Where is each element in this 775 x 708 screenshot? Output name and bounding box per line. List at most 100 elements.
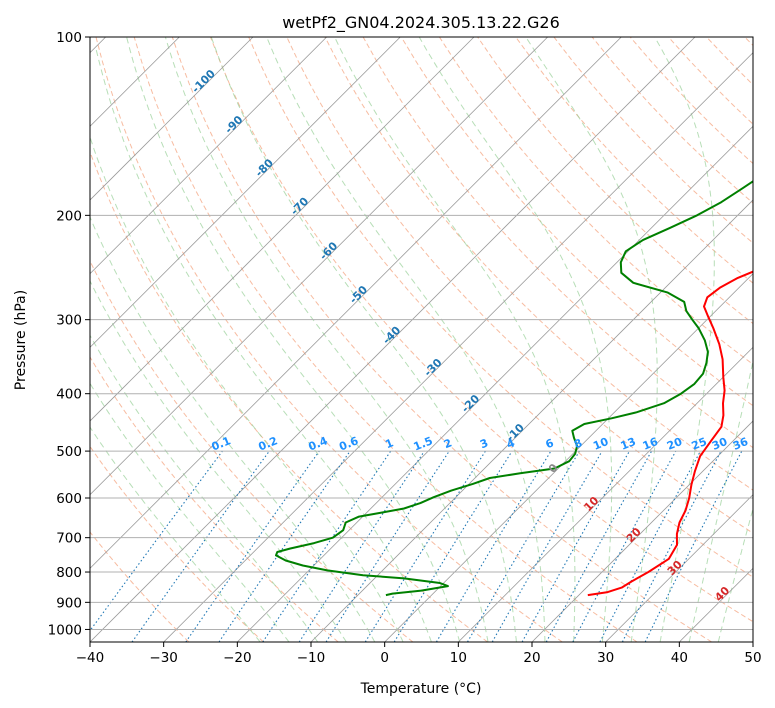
background-lines [90, 37, 753, 642]
x-tick-label: 40 [671, 650, 688, 666]
moist-adiabat [126, 37, 461, 642]
mixing-ratio-label: 16 [641, 435, 660, 453]
y-tick-label: 500 [56, 444, 82, 460]
y-axis-label: Pressure (hPa) [13, 290, 29, 390]
mixing-ratio-line [393, 450, 513, 642]
isotherm-line [90, 37, 696, 642]
y-tick-label: 700 [56, 531, 82, 547]
dry-adiabat [171, 37, 712, 642]
mixing-ratio-line [218, 450, 351, 642]
mixing-ratio-line [521, 450, 630, 642]
mixing-ratio-label: 20 [665, 435, 684, 453]
dry-adiabat [90, 150, 488, 642]
mixing-ratio-label: 2 [442, 436, 454, 451]
moist-adiabat [654, 37, 715, 642]
y-axis-ticks: 100 200 300 400 500 600 700 800 900 1000 [48, 30, 90, 638]
y-tick-label: 800 [56, 565, 82, 581]
x-tick-label: 20 [523, 650, 540, 666]
isotherm-line [237, 125, 753, 642]
plot-frame [89, 36, 754, 643]
mixing-ratio-line [185, 450, 320, 642]
mixing-ratio-line [325, 450, 450, 642]
moist-adiabat [164, 37, 489, 642]
moist-adiabat [266, 37, 546, 642]
dry-adiabat [324, 37, 753, 491]
isotherm-line [310, 199, 753, 642]
isotherm-line [531, 420, 753, 642]
dry-adiabat [438, 37, 753, 366]
dry-adiabat [515, 37, 753, 284]
moist-adiabat [90, 135, 404, 642]
dry-adiabat [248, 37, 753, 578]
isotherm-line [605, 494, 753, 642]
mixing-ratio-label: 8 [572, 436, 584, 451]
y-tick-label: 900 [56, 595, 82, 611]
y-tick-label: 1000 [48, 622, 82, 638]
profile-series [275, 180, 753, 597]
dry-adiabat [95, 37, 563, 642]
isotherm-line [90, 37, 401, 348]
pressure-gridlines [90, 37, 753, 630]
y-tick-label: 300 [56, 313, 82, 329]
mixing-ratio-label: 13 [619, 435, 638, 453]
x-tick-label: −40 [76, 650, 105, 666]
dry-adiabat [400, 37, 753, 407]
moist-adiabat [418, 37, 613, 642]
y-tick-label: 100 [56, 30, 82, 46]
mixing-ratio-label: 30 [710, 435, 729, 453]
mixing-ratio-label: 1 [383, 436, 395, 451]
temperature-profile [587, 270, 753, 597]
y-tick-label: 600 [56, 491, 82, 507]
moist-adiabat [525, 37, 658, 642]
isotherm-line [90, 37, 622, 569]
mixing-ratio-label: 36 [731, 435, 750, 453]
dry-adiabat [210, 37, 753, 623]
x-axis-ticks: −40 −30 −20 −10 0 10 20 30 40 50 [76, 642, 762, 666]
moist-adiabat [90, 279, 347, 642]
moist-adiabat [90, 215, 376, 642]
dry-adiabat [90, 356, 339, 642]
x-tick-label: −10 [297, 650, 326, 666]
moist-adiabat [717, 506, 753, 642]
mixing-ratio-label: 10 [591, 435, 610, 453]
mixing-ratio-line [131, 450, 270, 642]
moist-adiabat [95, 49, 432, 642]
mixing-ratio-line [298, 450, 425, 642]
isotherm-line [384, 273, 753, 642]
mixing-ratio-line [572, 450, 677, 642]
x-tick-label: 30 [597, 650, 614, 666]
mixing-ratio-label: 25 [690, 435, 709, 453]
isotherm-line [163, 52, 753, 642]
moist-adiabat [688, 358, 753, 642]
x-axis-label: Temperature (°C) [360, 681, 482, 697]
moist-adiabat [210, 37, 517, 642]
isotherm-line [90, 37, 327, 275]
dry-adiabat [133, 37, 638, 642]
moist-adiabat [90, 426, 261, 642]
x-tick-label: −20 [223, 650, 252, 666]
x-tick-label: 10 [450, 650, 467, 666]
isotherm-line [458, 346, 753, 642]
dry-adiabat [90, 445, 264, 642]
isotherm-line [90, 37, 475, 422]
dry-adiabat [90, 531, 190, 642]
mixing-ratio-label: 3 [478, 436, 490, 451]
mixing-ratio-line [262, 450, 392, 642]
moist-adiabat [90, 334, 319, 642]
isotherm-line [90, 37, 548, 496]
isotherm-line [90, 37, 254, 201]
chart-title: wetPf2_GN04.2024.305.13.22.G26 [282, 13, 560, 33]
x-tick-label: −30 [149, 650, 178, 666]
moist-adiabat [90, 382, 290, 642]
mixing-ratio-line [644, 450, 743, 642]
moist-adiabat [334, 37, 576, 642]
y-tick-label: 200 [56, 208, 82, 224]
x-tick-label: 50 [744, 650, 761, 666]
y-tick-label: 400 [56, 387, 82, 403]
dewpoint-profile [275, 180, 753, 597]
x-tick-label: 0 [380, 650, 389, 666]
mixing-ratio-line [90, 450, 223, 632]
mixing-ratio-line [545, 450, 653, 642]
